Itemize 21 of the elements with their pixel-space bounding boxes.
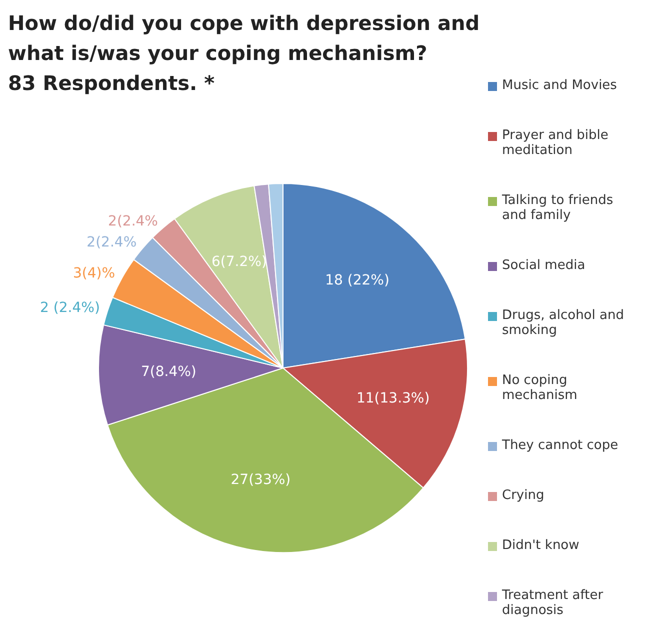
legend-label: They cannot cope <box>502 438 618 453</box>
data-label: 2(2.4% <box>108 213 158 230</box>
legend-label: Social media <box>502 258 586 273</box>
data-label: 2(2.4% <box>86 234 137 251</box>
data-label: 6(7.2%) <box>212 254 267 270</box>
legend-label: Crying <box>502 488 544 503</box>
legend-label: Talking to friends and family <box>502 193 614 223</box>
legend-label: Music and Movies <box>502 78 617 93</box>
legend-label: Prayer and bible meditation <box>502 128 610 158</box>
chart-title: How do/did you cope with depression and what is/was your coping mechanism? <box>8 10 481 67</box>
data-label: 27(33%) <box>230 472 291 488</box>
legend-label: Drugs, alcohol and smoking <box>502 308 625 338</box>
data-label: 18 (22%) <box>325 272 390 289</box>
chart-subtitle: 83 Respondents. * <box>8 71 215 95</box>
data-label: 7(8.4%) <box>140 364 196 380</box>
legend-label: Didn't know <box>502 538 580 553</box>
legend-label: Treatment after diagnosis <box>502 588 604 618</box>
legend-label: No coping mechanism <box>502 373 578 403</box>
data-label: 2 (2.4%) <box>40 300 100 316</box>
data-label: 3(4)% <box>73 266 116 282</box>
data-label: 11(13.3%) <box>356 390 430 407</box>
